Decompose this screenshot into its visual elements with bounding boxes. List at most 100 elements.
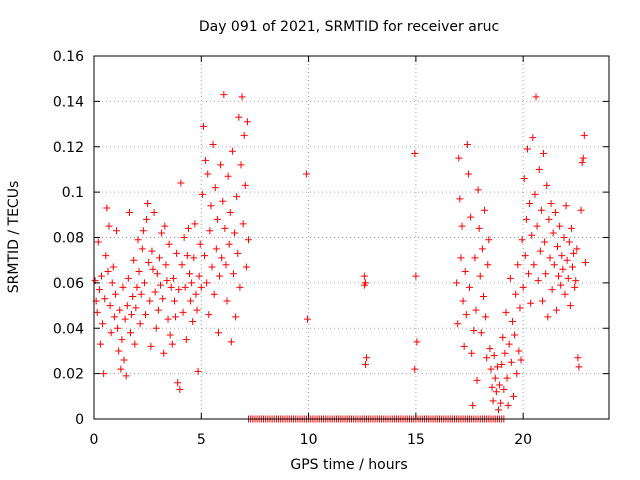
data-point	[491, 374, 499, 382]
y-tick-label: 0.12	[53, 140, 84, 156]
data-point	[114, 324, 122, 332]
data-point	[562, 202, 570, 210]
data-point	[460, 342, 468, 350]
data-point	[485, 236, 493, 244]
data-point	[570, 249, 578, 257]
data-point	[228, 147, 236, 155]
data-point	[155, 254, 163, 262]
data-point	[218, 254, 226, 262]
data-point	[126, 329, 134, 337]
data-point	[518, 236, 526, 244]
data-point	[98, 272, 106, 280]
data-point	[220, 91, 228, 99]
data-point	[102, 252, 110, 260]
data-point	[476, 272, 484, 280]
data-point	[466, 283, 474, 291]
data-point	[199, 122, 207, 130]
data-point	[511, 331, 519, 339]
data-point	[197, 283, 205, 291]
data-point	[120, 356, 128, 364]
data-point	[534, 277, 542, 285]
data-point	[159, 295, 167, 303]
data-point	[479, 292, 487, 300]
data-point	[169, 274, 177, 282]
data-point	[190, 254, 198, 262]
y-tick-label: 0.04	[53, 321, 84, 337]
data-point	[191, 220, 199, 228]
data-point	[455, 154, 463, 162]
data-point	[560, 234, 568, 241]
data-point	[158, 229, 166, 237]
data-point	[189, 317, 197, 325]
data-point	[104, 268, 112, 276]
data-point	[483, 354, 491, 362]
data-point	[473, 376, 481, 384]
data-point	[212, 245, 220, 253]
data-point	[472, 306, 480, 314]
data-point	[204, 170, 212, 178]
data-point	[149, 265, 157, 273]
data-point	[571, 283, 579, 291]
data-point	[540, 150, 548, 158]
data-point	[526, 199, 534, 207]
data-point	[462, 311, 470, 319]
data-point	[125, 209, 133, 217]
data-point	[482, 313, 490, 321]
data-point	[544, 313, 552, 321]
data-point	[116, 306, 124, 314]
data-point	[478, 245, 486, 253]
data-point	[549, 229, 557, 237]
data-point	[166, 331, 174, 339]
data-point	[515, 347, 523, 355]
data-point	[517, 356, 525, 364]
data-point	[124, 274, 132, 282]
data-point	[157, 281, 165, 289]
y-tick-label: 0.06	[53, 276, 84, 292]
data-point	[516, 304, 524, 312]
data-points	[91, 91, 589, 423]
grid-lines	[94, 56, 609, 419]
data-point	[245, 236, 252, 244]
data-point	[198, 190, 206, 198]
data-point	[233, 193, 241, 201]
data-point	[520, 175, 528, 183]
data-point	[232, 313, 240, 321]
data-point	[506, 274, 514, 282]
data-point	[121, 315, 129, 323]
y-tick-label: 0.14	[53, 94, 84, 110]
x-tick-label: 0	[90, 432, 99, 448]
data-point	[493, 363, 501, 371]
x-tick-label: 15	[407, 432, 425, 448]
data-point	[512, 290, 520, 298]
data-point	[180, 234, 188, 241]
data-point	[500, 386, 508, 394]
data-point	[123, 302, 131, 310]
data-point	[561, 290, 569, 298]
data-point	[304, 315, 312, 323]
data-point	[203, 279, 211, 287]
x-axis-label: GPS time / hours	[290, 457, 407, 473]
data-point	[457, 254, 465, 262]
data-point	[201, 252, 209, 260]
data-point	[170, 297, 178, 305]
data-point	[532, 93, 540, 101]
data-point	[563, 256, 571, 264]
data-point	[501, 349, 509, 357]
data-point	[530, 261, 538, 269]
data-point	[360, 272, 368, 280]
data-point	[213, 215, 221, 223]
y-tick-label: 0.08	[53, 231, 84, 247]
data-point	[497, 399, 505, 407]
data-point	[538, 297, 546, 305]
data-point	[507, 358, 515, 366]
data-point	[206, 227, 214, 235]
data-point	[162, 261, 170, 269]
data-point	[240, 131, 248, 139]
data-point	[226, 209, 234, 217]
data-point	[139, 227, 147, 235]
data-point	[137, 290, 145, 298]
data-point	[529, 134, 537, 142]
data-point	[216, 272, 224, 280]
